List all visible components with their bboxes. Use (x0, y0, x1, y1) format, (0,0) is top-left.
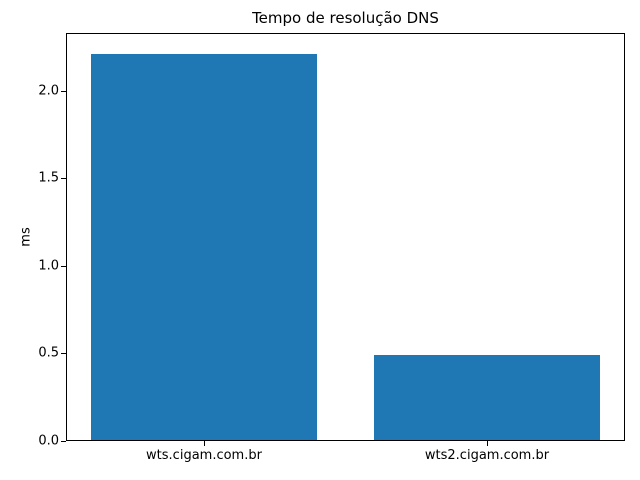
y-tick-label: 1.0 (38, 258, 59, 274)
x-tick-label: wts.cigam.com.br (146, 448, 262, 463)
x-tick-label: wts2.cigam.com.br (424, 448, 550, 463)
x-tick (204, 441, 205, 446)
chart-title: Tempo de resolução DNS (252, 9, 439, 27)
bar-wts.cigam.com.br (91, 54, 317, 441)
y-tick-label: 1.5 (38, 170, 59, 186)
y-tick (61, 441, 66, 442)
x-tick (487, 441, 488, 446)
y-tick-label: 2.0 (38, 83, 59, 99)
y-tick-label: 0.5 (38, 345, 59, 361)
y-tick (61, 178, 66, 179)
bar-wts2.cigam.com.br (374, 355, 600, 441)
y-tick (61, 91, 66, 92)
y-tick (61, 353, 66, 354)
y-tick-label: 0.0 (38, 433, 59, 449)
y-tick (61, 266, 66, 267)
